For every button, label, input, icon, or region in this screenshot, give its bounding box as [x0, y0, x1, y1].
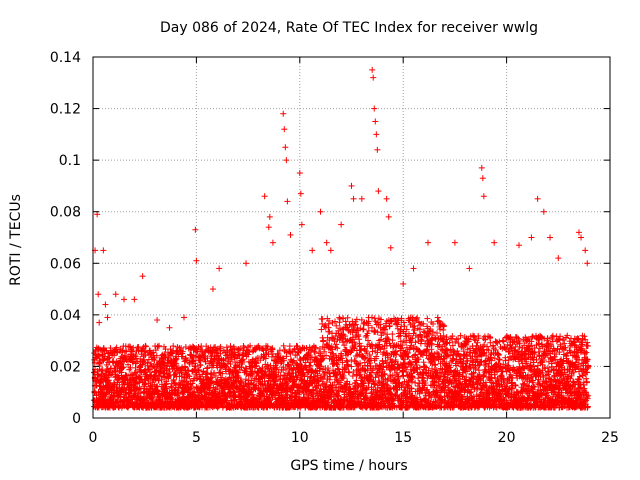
noise-point: [145, 366, 152, 373]
noise-point: [91, 369, 98, 376]
noise-point: [152, 376, 159, 383]
noise-point: [130, 344, 137, 351]
noise-point: [123, 348, 130, 355]
noise-point: [320, 337, 327, 344]
noise-point: [259, 346, 266, 353]
noise-point: [127, 344, 134, 351]
data-points: [91, 66, 592, 411]
noise-point: [149, 396, 156, 403]
noise-point: [471, 336, 478, 343]
noise-point: [147, 350, 154, 357]
noise-point: [280, 342, 287, 349]
noise-point: [368, 314, 375, 321]
noise-point: [484, 343, 491, 350]
noise-point: [154, 343, 161, 350]
noise-point: [156, 342, 163, 349]
noise-point: [99, 366, 106, 373]
noise-point: [161, 351, 168, 358]
noise-point: [496, 356, 503, 363]
noise-point: [356, 340, 363, 347]
noise-point: [286, 343, 293, 350]
noise-point: [165, 369, 172, 376]
noise-point: [440, 322, 447, 329]
noise-point: [418, 337, 425, 344]
noise-point: [389, 331, 396, 338]
noise-point: [148, 394, 155, 401]
noise-point: [107, 365, 114, 372]
noise-point: [107, 344, 114, 351]
noise-point: [422, 363, 429, 370]
noise-point: [101, 353, 108, 360]
noise-point: [96, 353, 103, 360]
noise-point: [346, 369, 353, 376]
noise-point: [152, 347, 159, 354]
noise-point: [487, 339, 494, 346]
noise-point: [424, 315, 431, 322]
noise-point: [103, 347, 110, 354]
noise-point: [139, 345, 146, 352]
noise-point: [141, 347, 148, 354]
noise-point: [123, 373, 130, 380]
noise-point: [435, 318, 442, 325]
noise-point: [119, 347, 126, 354]
noise-point: [142, 343, 149, 350]
noise-point: [493, 339, 500, 346]
noise-point: [119, 365, 126, 372]
noise-point: [120, 364, 127, 371]
noise-point: [137, 385, 144, 392]
noise-point: [162, 353, 169, 360]
chart-title: Day 086 of 2024, Rate Of TEC Index for r…: [160, 20, 538, 36]
noise-point: [133, 355, 140, 362]
noise-point: [103, 361, 110, 368]
noise-point: [147, 382, 154, 389]
noise-point: [95, 372, 102, 379]
noise-point: [434, 314, 441, 321]
noise-point: [499, 337, 506, 344]
noise-point: [155, 377, 162, 384]
noise-point: [101, 355, 108, 362]
noise-point: [319, 316, 326, 323]
noise-point: [119, 386, 126, 393]
noise-point: [163, 380, 170, 387]
noise-point: [144, 359, 151, 366]
